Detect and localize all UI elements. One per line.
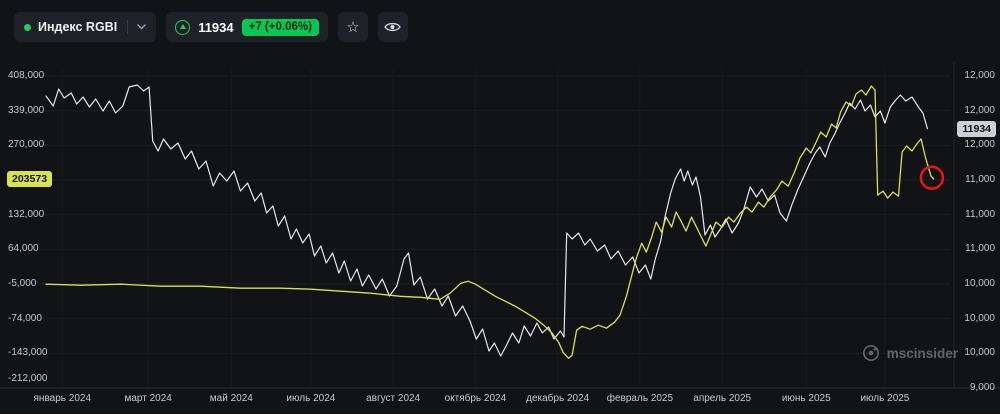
right-axis-tick: 12,000 xyxy=(964,139,995,151)
star-icon: ☆ xyxy=(346,18,359,36)
left-axis-tick: 132,000 xyxy=(8,209,44,221)
x-axis-tick: апрель 2025 xyxy=(677,393,767,405)
mscinsider-logo-icon xyxy=(862,344,880,362)
x-axis-tick: январь 2024 xyxy=(17,393,107,405)
x-axis-tick: август 2024 xyxy=(348,393,438,405)
left-axis-tick: -212,000 xyxy=(8,373,47,385)
arrow-up-circle-icon xyxy=(175,20,190,35)
chevron-down-icon xyxy=(137,24,146,30)
left-axis-value-tag: 203573 xyxy=(7,171,52,187)
right-axis-tick: 10,000 xyxy=(964,278,995,290)
left-axis-tick: -5,000 xyxy=(8,278,36,290)
x-axis-tick: март 2024 xyxy=(103,393,193,405)
right-axis-tick: 9,000 xyxy=(970,382,995,394)
toolbar: Индекс RGBI 11934 +7 (+0.06%) ☆ xyxy=(14,12,408,42)
right-axis-tick: 11,000 xyxy=(965,209,995,221)
x-axis-tick: июнь 2025 xyxy=(761,393,851,405)
left-axis-tick: 64,000 xyxy=(8,243,39,255)
x-axis-tick: июль 2024 xyxy=(266,393,356,405)
x-axis-tick: май 2024 xyxy=(186,393,276,405)
price-chart[interactable] xyxy=(0,0,1000,414)
price-change-badge: +7 (+0.06%) xyxy=(242,19,319,36)
watermark-text: mscinsider xyxy=(887,346,958,361)
symbol-label: Индекс RGBI xyxy=(38,20,117,34)
x-axis-tick: декабрь 2024 xyxy=(513,393,603,405)
right-axis-tick: 10,000 xyxy=(964,347,995,359)
right-axis-tick: 12,000 xyxy=(964,70,995,82)
left-axis-tick: -143,000 xyxy=(8,347,47,359)
eye-icon xyxy=(384,21,401,33)
right-axis-tick: 10,000 xyxy=(964,313,995,325)
x-axis-tick: октябрь 2024 xyxy=(430,393,520,405)
left-axis-tick: 408,000 xyxy=(8,70,44,82)
price-summary: 11934 +7 (+0.06%) xyxy=(166,12,328,42)
right-axis-tick: 12,000 xyxy=(964,105,995,117)
right-axis-tick: 11,000 xyxy=(965,174,995,186)
x-axis-tick: июль 2025 xyxy=(840,393,930,405)
left-axis-tick: 270,000 xyxy=(8,139,44,151)
favorite-button[interactable]: ☆ xyxy=(338,12,368,42)
right-axis-tick: 11,000 xyxy=(965,243,995,255)
watermark: mscinsider xyxy=(862,344,958,362)
series-color-dot xyxy=(24,24,31,31)
left-axis-tick: 339,000 xyxy=(8,105,44,117)
visibility-button[interactable] xyxy=(378,12,408,42)
right-axis-value-tag: 11934 xyxy=(957,121,996,137)
divider xyxy=(127,20,128,34)
left-axis-tick: -74,000 xyxy=(8,313,42,325)
last-price: 11934 xyxy=(198,20,233,35)
symbol-selector[interactable]: Индекс RGBI xyxy=(14,12,156,42)
x-axis-tick: февраль 2025 xyxy=(595,393,685,405)
chart-area[interactable]: 408,000 339,000 270,000 132,000 64,000 -5,000… xyxy=(0,0,1000,414)
